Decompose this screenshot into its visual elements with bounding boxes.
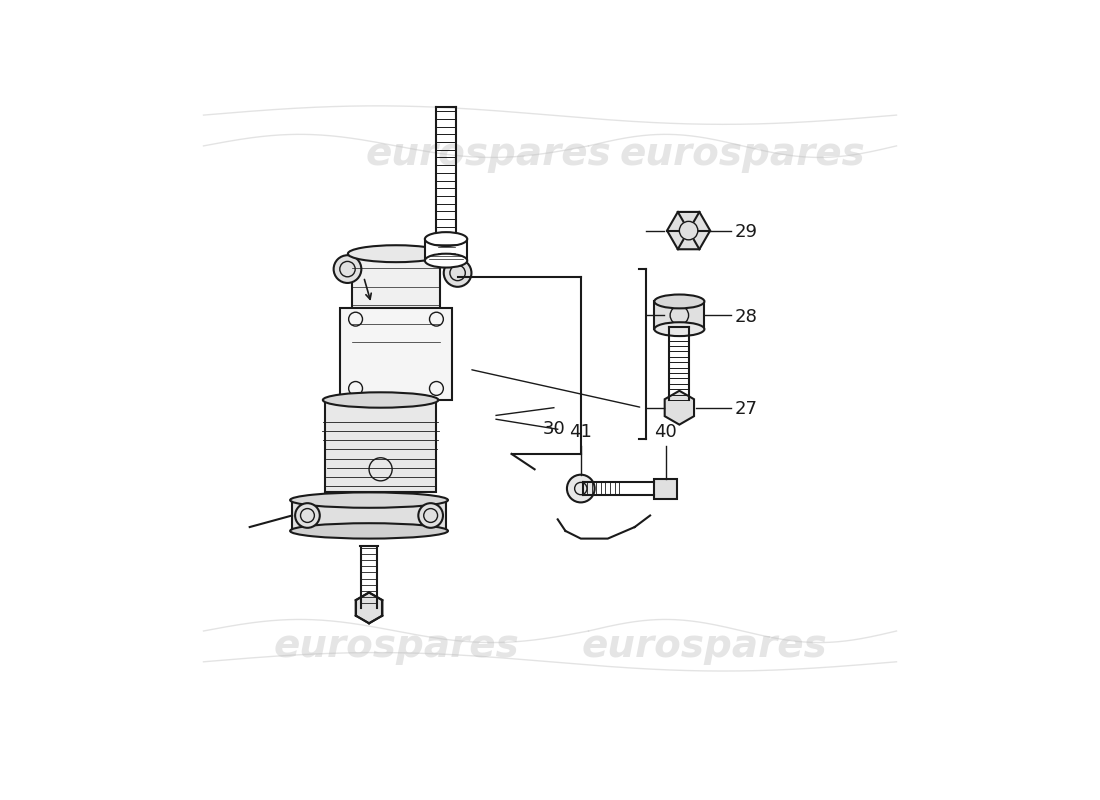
Polygon shape <box>664 390 694 425</box>
Text: eurospares: eurospares <box>581 627 827 666</box>
Polygon shape <box>340 307 452 400</box>
Text: 41: 41 <box>570 423 592 441</box>
Circle shape <box>566 474 595 502</box>
Ellipse shape <box>654 322 704 336</box>
Polygon shape <box>653 478 678 498</box>
Text: 27: 27 <box>735 400 758 418</box>
Ellipse shape <box>348 246 444 262</box>
Ellipse shape <box>425 254 468 267</box>
Ellipse shape <box>290 523 448 538</box>
Circle shape <box>443 259 472 287</box>
Ellipse shape <box>425 232 468 246</box>
Text: eurospares: eurospares <box>619 134 866 173</box>
Circle shape <box>333 255 361 283</box>
Circle shape <box>418 503 443 528</box>
Polygon shape <box>654 302 704 329</box>
Ellipse shape <box>348 346 444 362</box>
Polygon shape <box>355 593 383 623</box>
Text: eurospares: eurospares <box>273 627 519 666</box>
Polygon shape <box>667 212 711 250</box>
Text: 28: 28 <box>735 308 758 326</box>
Polygon shape <box>324 400 437 492</box>
Text: 29: 29 <box>735 223 758 241</box>
Text: 40: 40 <box>654 423 676 441</box>
Text: 30: 30 <box>542 420 565 438</box>
Polygon shape <box>425 239 468 261</box>
Ellipse shape <box>654 294 704 308</box>
Ellipse shape <box>323 392 438 408</box>
Polygon shape <box>352 254 440 354</box>
Text: eurospares: eurospares <box>365 134 612 173</box>
Polygon shape <box>293 500 447 531</box>
Ellipse shape <box>290 492 448 508</box>
Circle shape <box>295 503 320 528</box>
